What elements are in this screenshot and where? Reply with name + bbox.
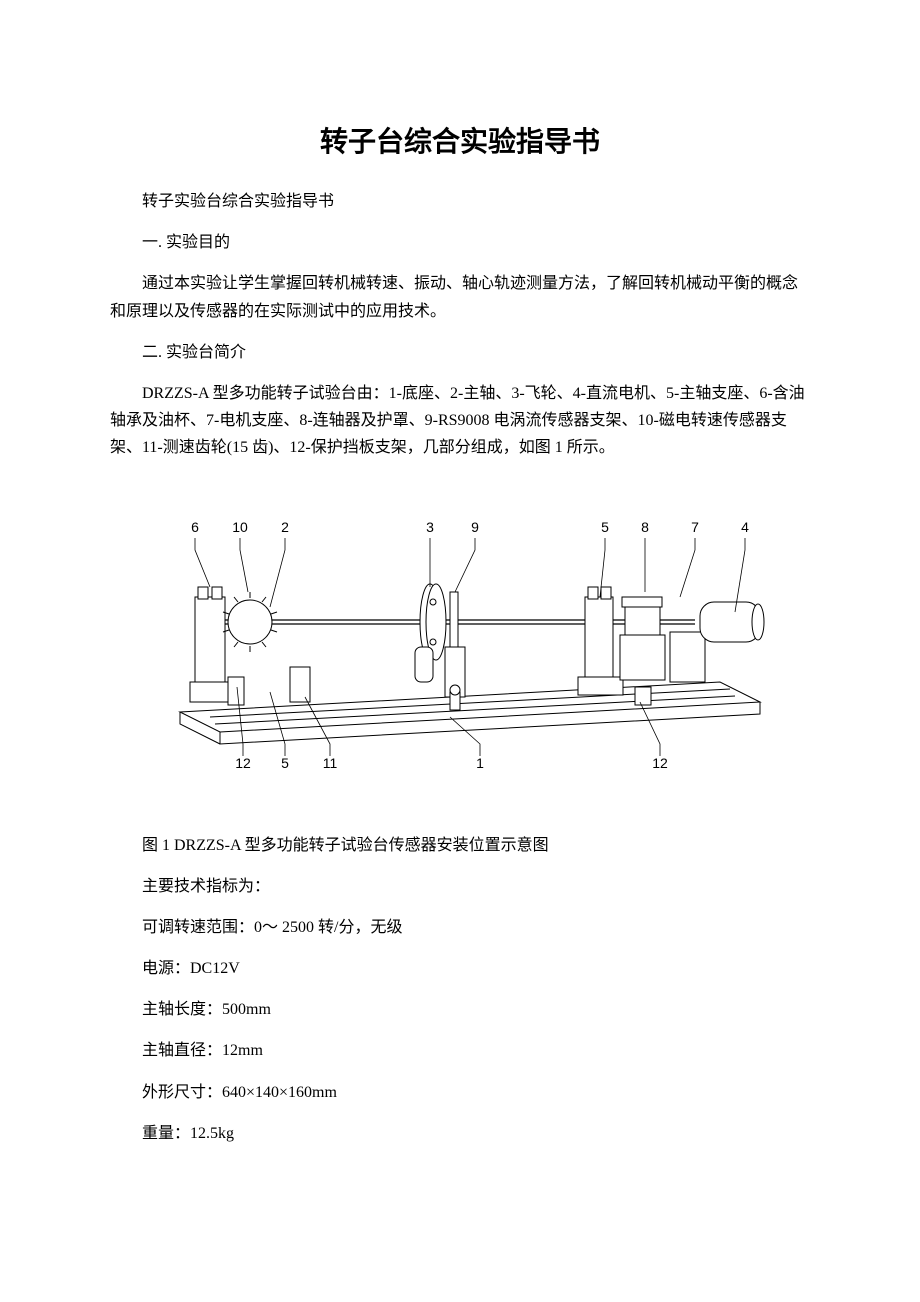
svg-text:7: 7: [691, 519, 699, 535]
spec-5: 外形尺寸：640×140×160mm: [110, 1079, 810, 1106]
spec-4: 主轴直径：12mm: [110, 1037, 810, 1064]
figure-caption: 图 1 DRZZS-A 型多功能转子试验台传感器安装位置示意图: [110, 832, 810, 859]
spec-1: 可调转速范围：0～ 2500 转/分，无级: [110, 914, 810, 941]
rotor-rig-diagram: 610239587412511112: [140, 492, 780, 792]
subtitle-line: 转子实验台综合实验指导书: [110, 188, 810, 215]
spec-3: 主轴长度：500mm: [110, 996, 810, 1023]
svg-text:9: 9: [471, 519, 479, 535]
svg-text:12: 12: [652, 755, 668, 771]
section2-body-text: DRZZS-A 型多功能转子试验台由：1-底座、2-主轴、3-飞轮、4-直流电机…: [110, 385, 805, 456]
spec-2: 电源：DC12V: [110, 955, 810, 982]
svg-text:12: 12: [235, 755, 251, 771]
svg-text:2: 2: [281, 519, 289, 535]
svg-text:8: 8: [641, 519, 649, 535]
svg-text:3: 3: [426, 519, 434, 535]
svg-text:6: 6: [191, 519, 199, 535]
svg-text:1: 1: [476, 755, 484, 771]
svg-text:4: 4: [741, 519, 749, 535]
page-title: 转子台综合实验指导书: [110, 120, 810, 160]
svg-text:5: 5: [281, 755, 289, 771]
svg-text:10: 10: [232, 519, 248, 535]
section2-heading: 二. 实验台简介: [110, 339, 810, 366]
section2-body: DRZZS-A 型多功能转子试验台由：1-底座、2-主轴、3-飞轮、4-直流电机…: [110, 380, 810, 462]
svg-text:5: 5: [601, 519, 609, 535]
figure-container: 610239587412511112: [110, 492, 810, 792]
svg-text:11: 11: [323, 755, 338, 771]
section1-heading: 一. 实验目的: [110, 229, 810, 256]
specs-heading: 主要技术指标为：: [110, 873, 810, 900]
spec-6: 重量：12.5kg: [110, 1120, 810, 1147]
section1-body: 通过本实验让学生掌握回转机械转速、振动、轴心轨迹测量方法，了解回转机械动平衡的概…: [110, 270, 810, 324]
